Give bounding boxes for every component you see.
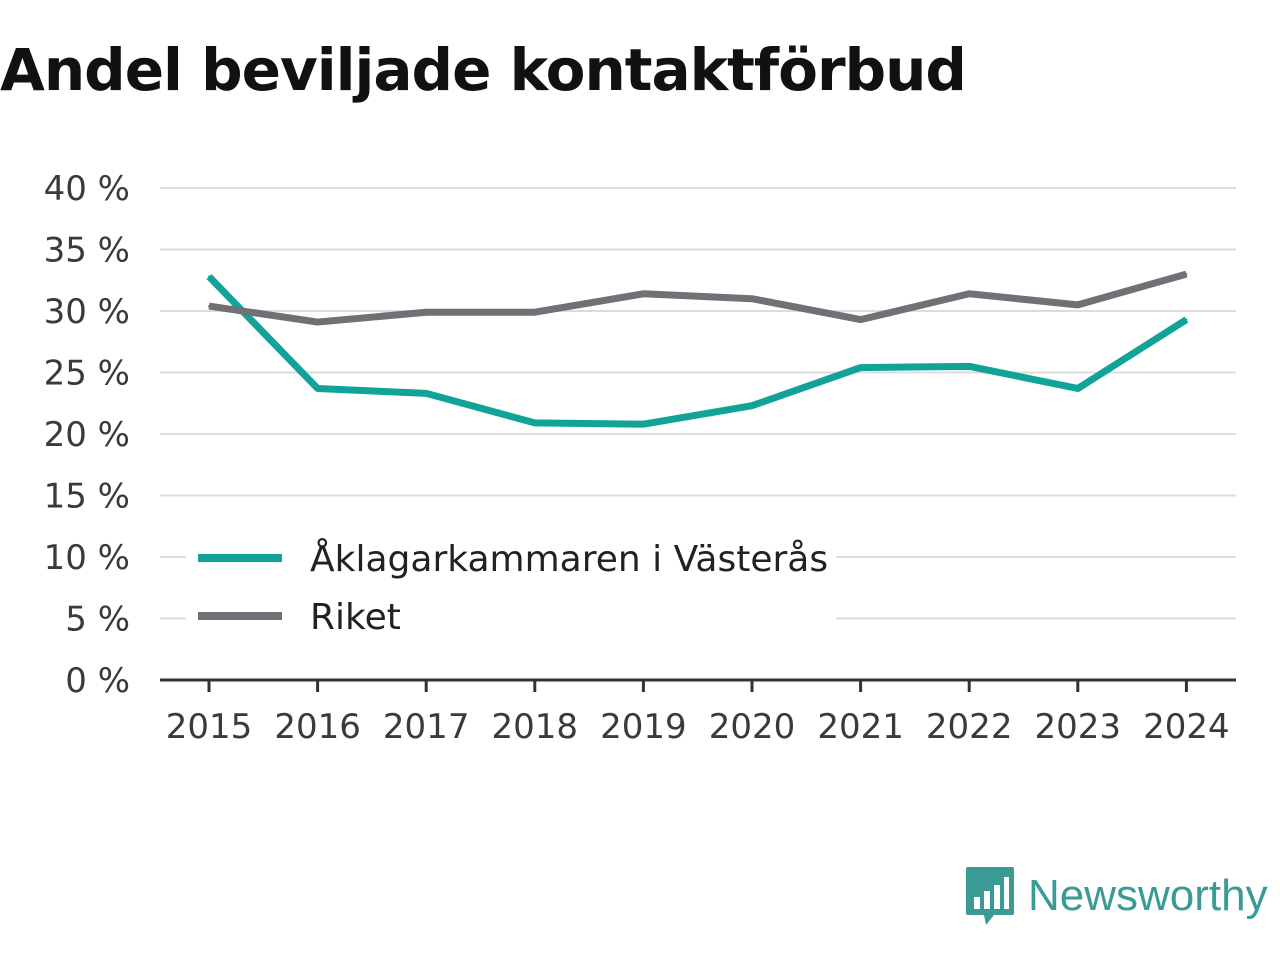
x-tick-label: 2022	[926, 707, 1013, 747]
legend-background	[186, 522, 836, 642]
data-point	[533, 311, 536, 314]
legend-label: Riket	[310, 597, 401, 638]
data-point	[316, 387, 319, 390]
x-axis: 2015 2016 2017 2018 2019 2020 2021 2022 2023 2024	[160, 678, 1236, 747]
series-line-0	[206, 274, 1189, 428]
data-point	[425, 392, 428, 395]
data-point	[968, 365, 971, 368]
y-tick-label: 0 %	[65, 661, 130, 701]
data-point	[1185, 273, 1188, 276]
data-point	[208, 275, 210, 278]
legend-label: Åklagarkammaren i Västerås	[310, 537, 828, 580]
data-point	[751, 404, 753, 407]
x-tick-label: 2017	[383, 707, 470, 747]
y-tick-label: 40 %	[44, 169, 130, 209]
data-point	[316, 321, 319, 324]
data-point	[1076, 387, 1079, 390]
x-tick-label: 2020	[709, 707, 796, 747]
legend: Åklagarkammaren i Västerås Riket	[186, 522, 836, 642]
x-tick-label: 2021	[817, 707, 904, 747]
data-point	[425, 311, 428, 314]
line-chart: 0 %5 %10 %15 %20 %25 %30 %35 %40 % 2015 2…	[44, 169, 1236, 747]
x-tick-label: 2023	[1035, 707, 1122, 747]
brand-logo: Newsworthy	[964, 864, 1268, 928]
data-point	[751, 297, 753, 300]
data-point	[859, 318, 862, 321]
y-axis: 0 % 5 % 10 % 15 % 20 % 25 % 30 % 35 % 40 %	[44, 169, 130, 701]
x-tick-label: 2019	[600, 707, 687, 747]
y-tick-label: 5 %	[65, 600, 130, 640]
y-tick-label: 10 %	[44, 538, 130, 578]
data-point	[968, 292, 971, 295]
x-tick-label: 2015	[166, 707, 253, 747]
data-point	[1185, 318, 1188, 321]
x-tick-label: 2016	[274, 707, 361, 747]
x-tick-label: 2024	[1143, 707, 1230, 747]
brand-name: Newsworthy	[1028, 871, 1268, 920]
x-tick-label: 2018	[492, 707, 579, 747]
y-tick-label: 20 %	[44, 415, 130, 455]
data-point	[859, 366, 862, 369]
data-point	[642, 292, 645, 295]
data-point	[1076, 303, 1079, 306]
y-tick-label: 25 %	[44, 354, 130, 394]
data-point	[208, 305, 210, 308]
chart-title: Andel beviljade kontaktförbud	[0, 36, 967, 104]
data-point	[642, 423, 645, 426]
series-line-1	[208, 270, 1188, 326]
data-point	[533, 421, 536, 424]
y-tick-label: 15 %	[44, 477, 130, 517]
y-tick-label: 35 %	[44, 231, 130, 271]
series-lines	[206, 270, 1189, 428]
y-tick-label: 30 %	[44, 292, 130, 332]
newsworthy-logo-icon	[966, 867, 1014, 925]
